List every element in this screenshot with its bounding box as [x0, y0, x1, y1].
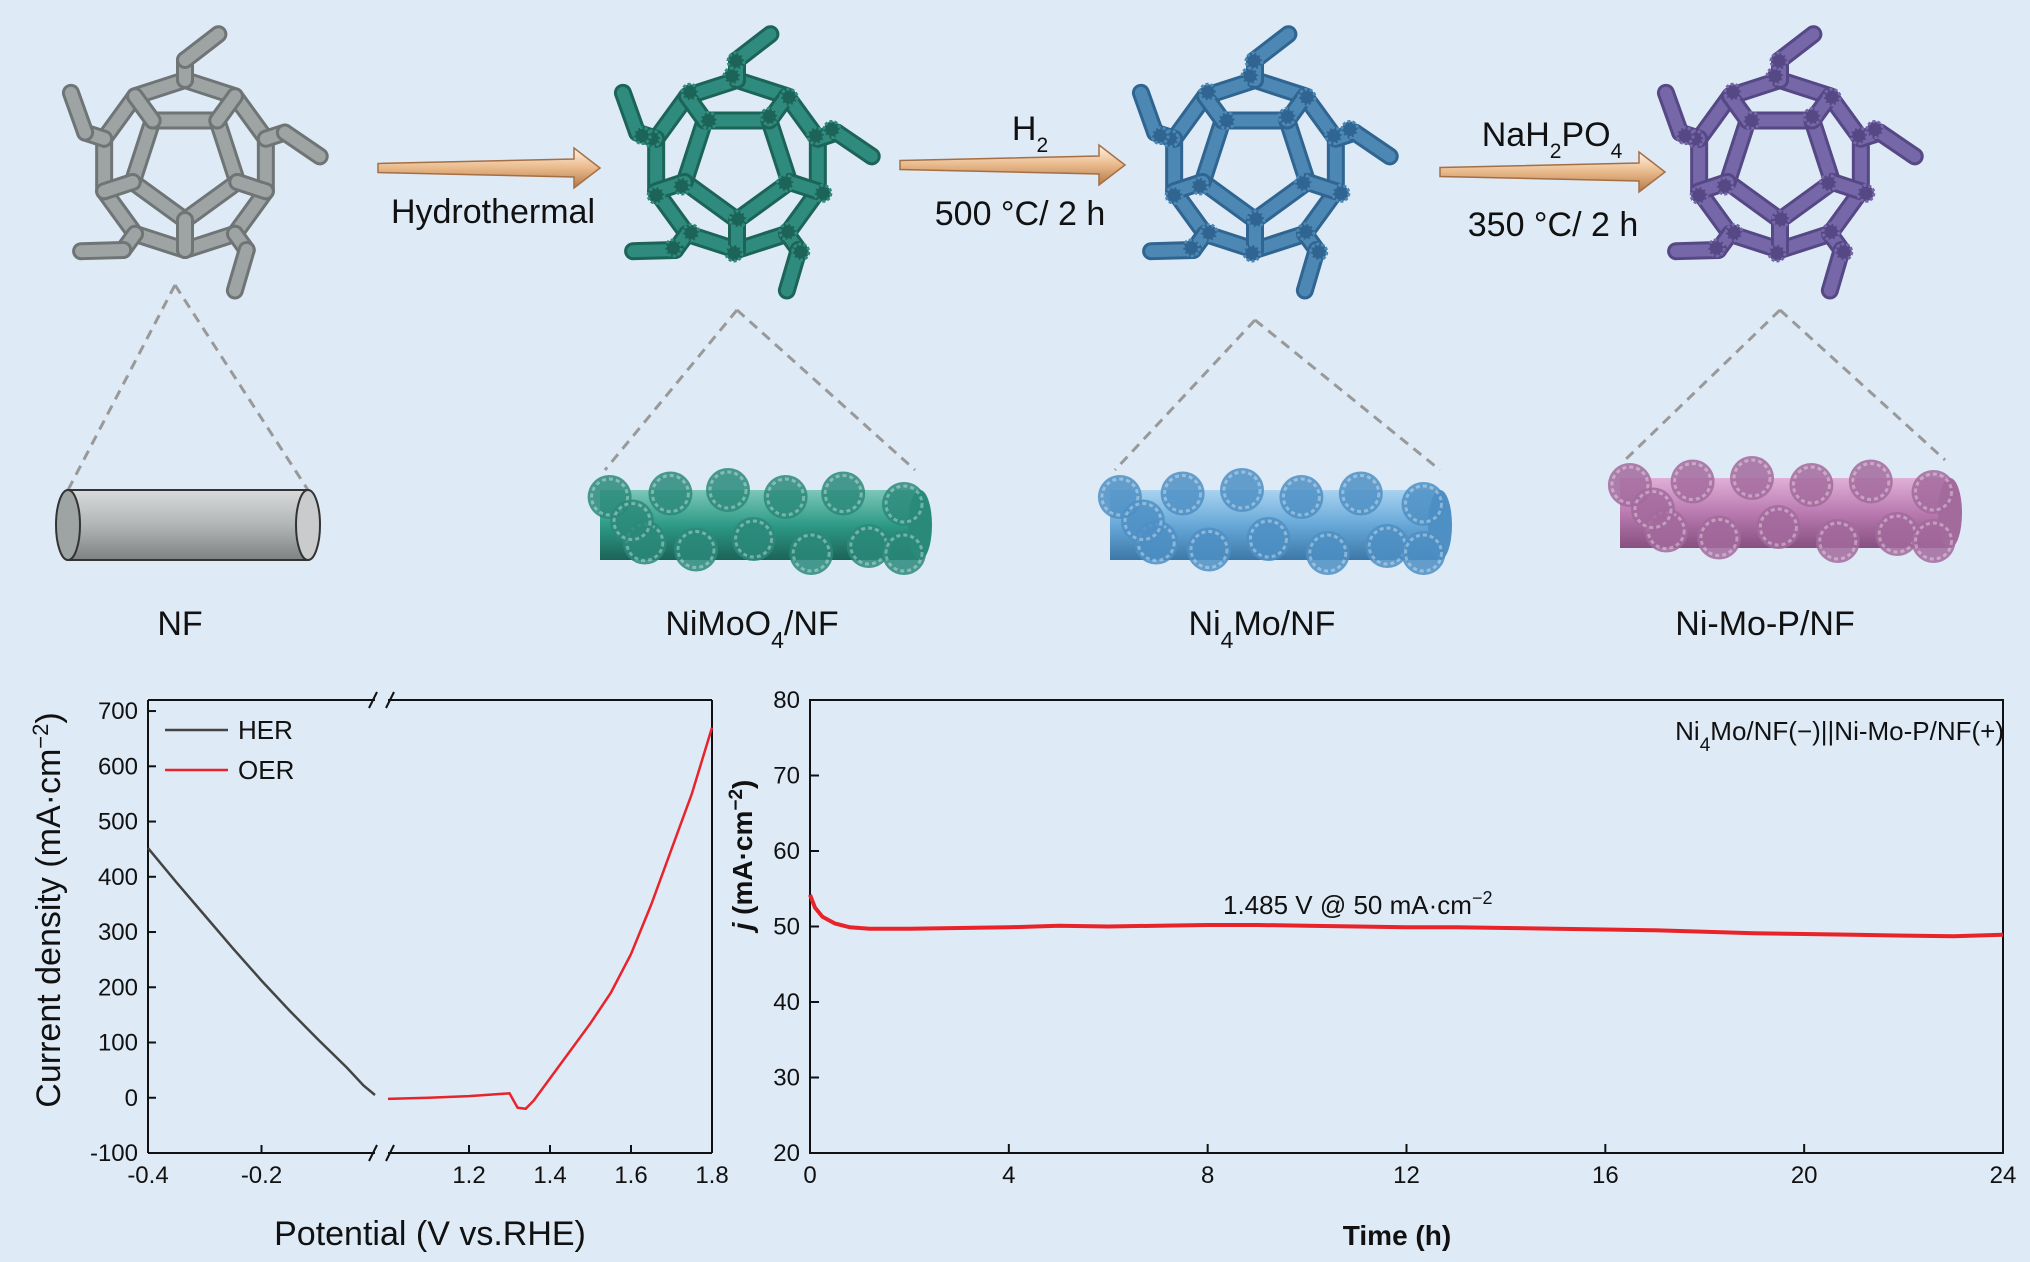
- chart1-xtick-label: -0.2: [241, 1162, 282, 1189]
- zoom-line: [1113, 318, 1257, 472]
- chart1-legend-label: OER: [238, 755, 294, 785]
- zoom-line: [603, 309, 739, 471]
- zoom-line: [66, 284, 177, 491]
- arrow1-below-label: Hydrothermal: [391, 193, 595, 231]
- stability-chart: 20 30 40 50 60 70 80 0 4 8 12 16 20 24 Ni4Mo/NF(−)||N…: [726, 687, 2017, 1251]
- chart1-ytick-label: 500: [98, 809, 138, 836]
- chart1-series-her: [147, 847, 376, 1096]
- process-arrow-1-icon: [377, 146, 602, 190]
- process-arrow-2-icon: [899, 143, 1127, 187]
- chart2-series: [808, 894, 2004, 939]
- stage-label-nimop: Ni-Mo-P/NF: [1675, 605, 1854, 643]
- ni4mo-cage-icon: [1131, 25, 1399, 300]
- stage-label-nimoo4: NiMoO4/NF: [665, 605, 838, 653]
- chart2-xtick-label: 0: [803, 1162, 816, 1189]
- chart2-xlabel: Time (h): [1343, 1220, 1451, 1251]
- chart1-ytick-label: 700: [98, 698, 138, 725]
- chart2-ytick-label: 40: [773, 989, 800, 1016]
- chart1-ytick-label: -100: [90, 1140, 138, 1167]
- chart2-ytick-label: 50: [773, 914, 800, 941]
- chart1-ticks: -100 0 100 200 300 400 500 600 700 -0.4 -0.2 1.2 1.4…: [90, 698, 729, 1189]
- chart1-ylabel: Current density (mA·cm−2): [28, 712, 69, 1107]
- chart2-ytick-label: 20: [773, 1140, 800, 1167]
- chart2-ticks: 20 30 40 50 60 70 80 0 4 8 12 16 20 24: [773, 687, 2016, 1189]
- zoom-line: [173, 284, 310, 491]
- rod-nimop-icon: [1607, 456, 1962, 563]
- chart1-ytick-label: 400: [98, 864, 138, 891]
- chart1-ytick-label: 200: [98, 974, 138, 1001]
- axis-break-mark: [368, 1144, 378, 1162]
- stage-label-ni4mo: Ni4Mo/NF: [1189, 605, 1336, 653]
- chart1-ytick-label: 100: [98, 1030, 138, 1057]
- arrow2-below-label: 500 °C/ 2 h: [935, 195, 1105, 233]
- chart2-xtick-label: 12: [1393, 1162, 1420, 1189]
- chart2-xtick-label: 20: [1791, 1162, 1818, 1189]
- axis-break-mark: [368, 691, 378, 709]
- zoom-line: [735, 308, 917, 472]
- chart2-ytick-label: 80: [773, 687, 800, 714]
- chart1-xlabel: Potential (V vs.RHE): [274, 1215, 586, 1253]
- chart1-xtick-label: 1.8: [695, 1162, 728, 1189]
- arrow3-below-label: 350 °C/ 2 h: [1468, 206, 1638, 244]
- chart1-series: [147, 727, 714, 1111]
- nimoo4-cage-icon: [613, 25, 881, 300]
- zoom-line: [1254, 318, 1441, 472]
- stage-label-nf: NF: [157, 605, 202, 643]
- chart2-xtick-label: 8: [1201, 1162, 1214, 1189]
- axis-break-mark: [385, 691, 395, 709]
- chart2-xtick-label: 4: [1002, 1162, 1015, 1189]
- chart1-legend-label: HER: [238, 715, 293, 745]
- nimop-cage-icon: [1656, 25, 1924, 300]
- nf-cage-icon: [61, 25, 329, 300]
- rod-nf-icon: [55, 489, 321, 561]
- chart2-annotation: 1.485 V @ 50 mA·cm−2: [1223, 888, 1492, 920]
- chart1-xtick-label: 1.4: [533, 1162, 566, 1189]
- zoom-line: [1623, 308, 1782, 462]
- process-arrow-3-icon: [1439, 150, 1667, 194]
- chart2-ytick-label: 60: [773, 838, 800, 865]
- chart2-ytick-label: 70: [773, 763, 800, 790]
- arrow2-above-label: H2: [1012, 110, 1048, 157]
- chart2-ytick-label: 30: [773, 1065, 800, 1092]
- zoom-line: [1778, 308, 1947, 462]
- chart1-axes: [147, 691, 713, 1162]
- rod-ni4mo-icon: [1097, 468, 1452, 575]
- chart2-xtick-label: 16: [1592, 1162, 1619, 1189]
- rod-nimoo4-icon: [587, 468, 932, 575]
- chart1-xtick-label: 1.6: [614, 1162, 647, 1189]
- chart1-xtick-label: 1.2: [452, 1162, 485, 1189]
- chart2-legend-label: Ni4Mo/NF(−)||Ni-Mo-P/NF(+): [1675, 716, 2004, 756]
- chart2-xtick-label: 24: [1990, 1162, 2017, 1189]
- chart1-ytick-label: 300: [98, 919, 138, 946]
- chart2-ylabel: j (mA·cm−2): [726, 780, 759, 935]
- chart1-ytick-label: 600: [98, 753, 138, 780]
- synthesis-scheme: NF NiMoO4/NF Ni4Mo/NF Ni-Mo-P/NF Hydrotherma…: [55, 25, 1962, 653]
- chart1-ytick-label: 0: [125, 1085, 138, 1112]
- arrow3-above-label: NaH2PO4: [1482, 116, 1623, 163]
- chart1-series-oer: [387, 727, 714, 1111]
- chart1-legend: HER OER: [165, 715, 294, 785]
- polarization-chart: -100 0 100 200 300 400 500 600 700 -0.4 -0.2 1.2 1.4…: [28, 691, 729, 1253]
- axis-break-mark: [385, 1144, 395, 1162]
- chart1-xtick-label: -0.4: [127, 1162, 168, 1189]
- chart2-series-line: [808, 894, 2004, 939]
